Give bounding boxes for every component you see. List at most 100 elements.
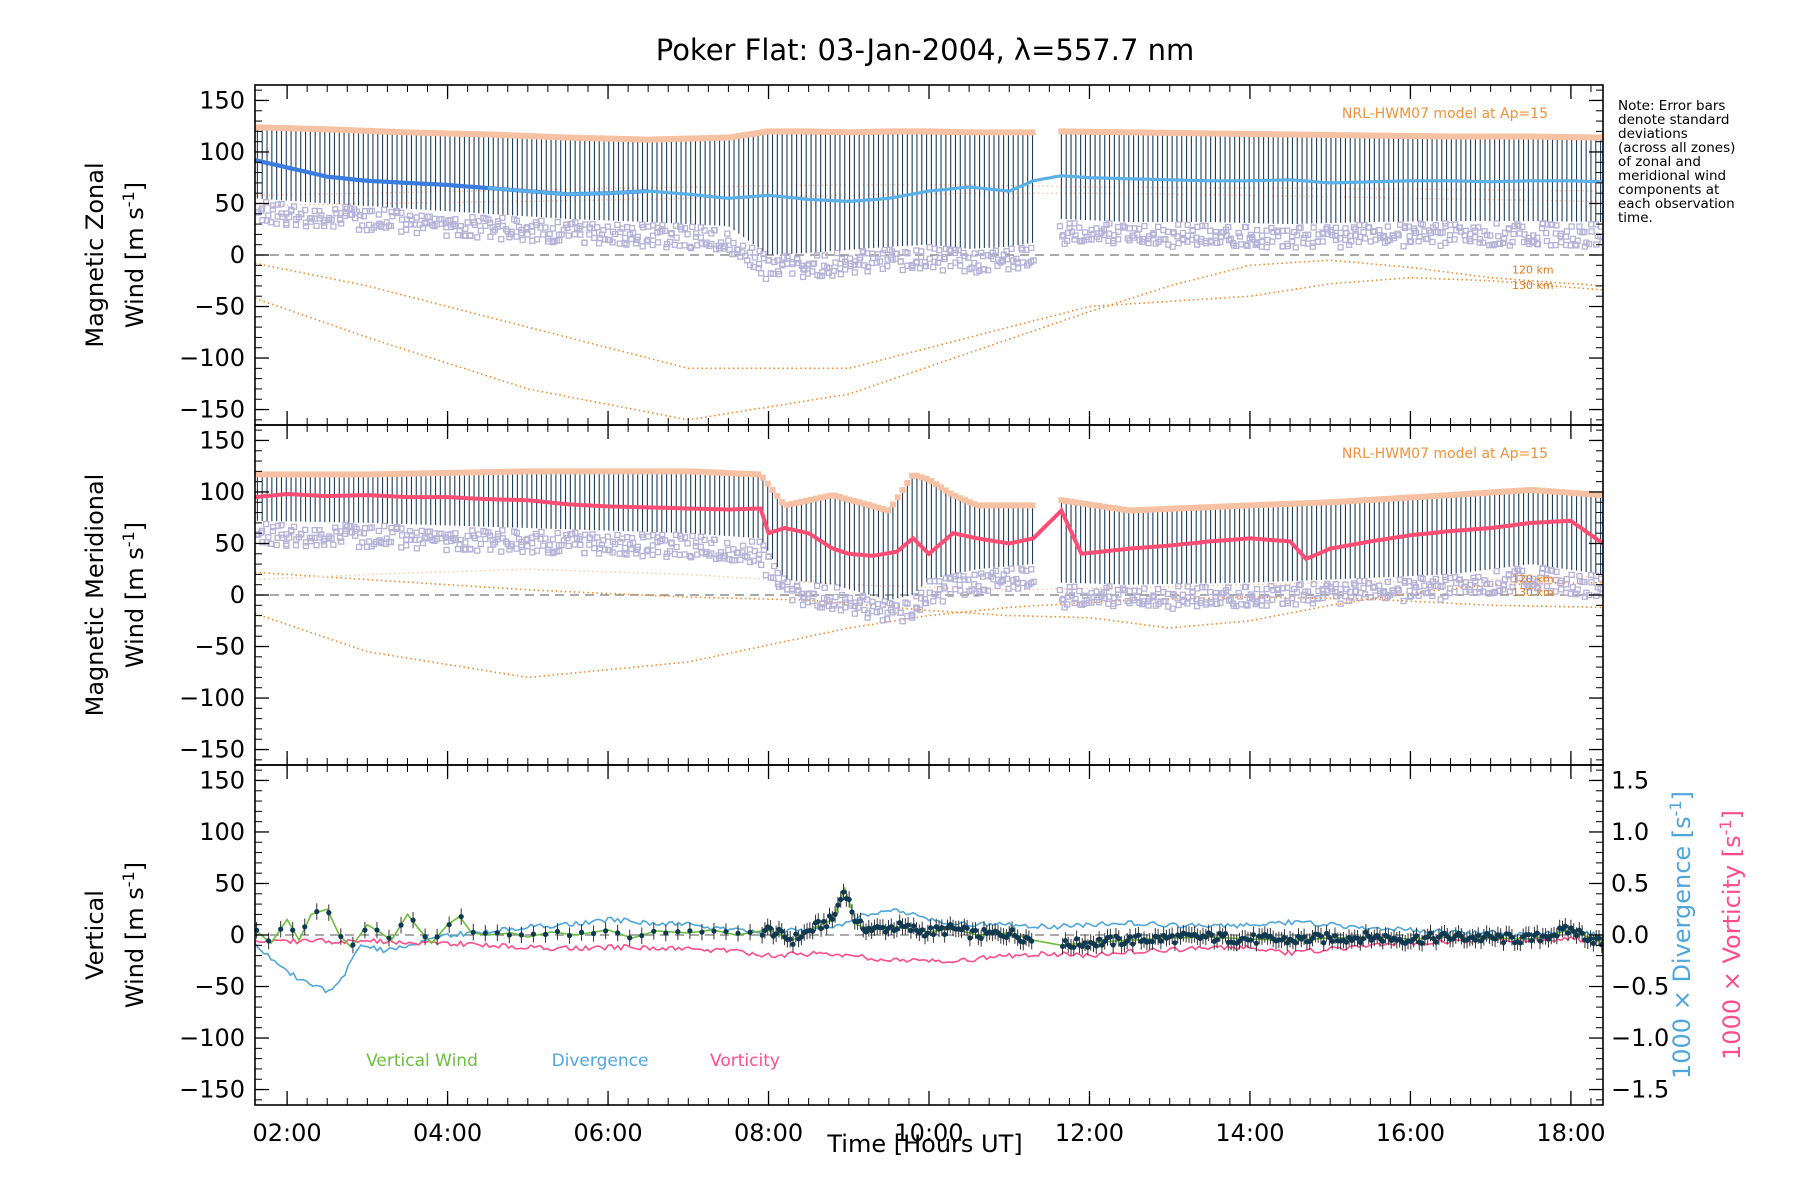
model-band-marker [1515,133,1522,140]
zone-marker [960,249,967,257]
vertical-wind-point [1203,934,1209,940]
zone-marker [1588,228,1595,235]
zone-marker [538,528,545,536]
zone-marker [407,536,415,543]
model-band-marker [273,471,280,478]
model-band-marker [634,468,641,475]
model-band-marker [1554,488,1561,495]
vertical-wind-point [494,930,500,936]
y-tick-label: 100 [199,138,245,166]
zone-marker [485,216,492,223]
zone-marker [1004,575,1011,582]
model-band-marker [567,134,574,141]
zone-marker [917,253,925,261]
model-band-marker [1405,132,1412,139]
model-band-marker [1530,133,1537,140]
zone-marker [274,522,282,530]
zone-marker [1242,583,1250,591]
zone-marker [353,525,360,532]
zone-marker [1096,599,1103,606]
zone-marker [1288,238,1296,245]
zone-marker [1242,224,1250,231]
zone-marker [816,604,824,611]
model-band-marker [283,125,290,132]
model-band-marker [639,136,646,143]
zone-marker [897,258,904,265]
right-tick-label: −0.5 [1611,973,1669,1001]
zone-marker [577,541,584,549]
zone-marker [1384,593,1391,600]
vertical-wind-point [482,930,488,936]
zone-marker [278,522,285,529]
model-band-marker [446,130,453,137]
zone-marker [957,262,964,269]
zone-marker [1293,589,1301,596]
model-band-marker [456,130,463,137]
model-band-marker [1222,130,1229,137]
zone-marker [960,573,967,580]
vertical-wind-point [1093,943,1099,949]
zone-marker [353,208,360,215]
model-band-marker [601,135,608,142]
zone-marker [813,252,821,259]
zone-marker [1111,231,1118,239]
model-band-marker [1308,499,1315,506]
model-band-marker [639,468,646,475]
zone-marker [1019,246,1026,253]
zone-marker [1534,578,1541,585]
zone-marker [1145,240,1152,247]
zone-marker [760,546,768,553]
model-band-marker [1419,493,1426,500]
zone-marker [1576,572,1583,580]
zone-marker [554,529,561,537]
zone-marker [649,232,657,239]
zone-marker [748,538,756,545]
model-band-marker [1510,487,1517,494]
model-band-marker [1400,132,1407,139]
model-band-marker [1414,494,1421,501]
model-band-marker [1530,487,1537,494]
model-band-marker [504,468,511,475]
model-band-marker [1472,490,1479,497]
model-band-marker [981,129,988,136]
zone-marker [1225,584,1232,591]
zone-marker [321,541,328,548]
zone-marker [873,259,880,266]
zone-marker [351,532,359,539]
zone-marker [1490,242,1497,249]
model-band-marker [812,495,819,502]
zone-marker [730,239,737,247]
y-axis-label-line1: Magnetic Meridional [81,474,109,717]
zone-marker [302,223,310,230]
model-band-marker [629,136,636,143]
zone-marker [688,244,695,252]
model-band-marker [716,134,723,141]
vertical-wind-point [1107,934,1113,940]
model-band-marker [394,128,401,135]
vertical-wind-point [711,928,717,934]
model-band-marker [721,134,728,141]
model-band-marker [1145,506,1152,513]
zone-marker [1030,578,1037,585]
vertical-wind-point [687,928,693,934]
zone-marker [1419,575,1426,583]
zone-marker [697,234,704,241]
model-band-marker [1587,491,1594,498]
zone-marker [290,203,298,210]
zone-marker [1061,240,1068,247]
model-band-marker [817,128,824,135]
zone-marker [737,556,744,563]
model-band-marker [1072,499,1079,506]
zone-marker [1419,221,1426,228]
zone-marker [1495,580,1502,587]
model-band-marker [1400,494,1407,501]
zone-marker [1467,588,1474,596]
model-band-marker [519,132,526,139]
zone-marker [1263,244,1270,251]
zone-marker [1071,220,1078,227]
zone-marker [418,212,425,219]
zone-marker [368,226,375,233]
zone-marker [1360,584,1367,592]
vertical-wind-point [1562,923,1568,929]
